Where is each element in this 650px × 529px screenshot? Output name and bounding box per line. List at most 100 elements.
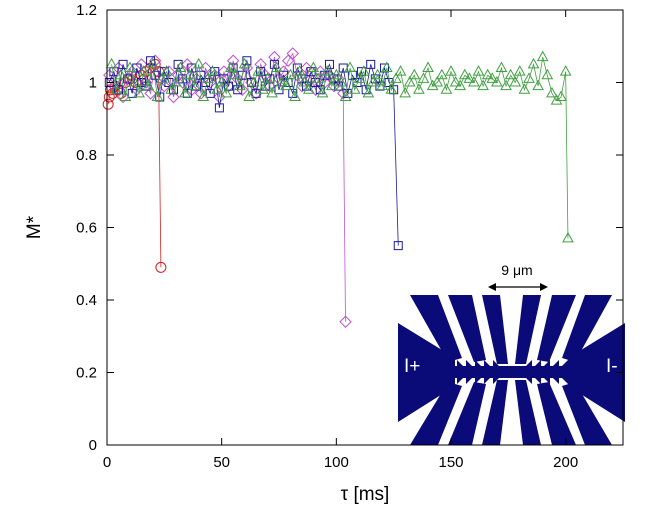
data-point-triangle — [124, 61, 136, 72]
data-point-diamond — [240, 61, 254, 75]
data-point-diamond — [126, 65, 139, 78]
device-tooth — [439, 360, 451, 384]
x-tick-label: 50 — [213, 454, 230, 471]
data-point-square — [292, 63, 302, 73]
device-tooth — [538, 360, 550, 384]
data-point-diamond — [213, 90, 226, 104]
data-point-triangle — [344, 61, 356, 72]
data-point-triangle — [284, 68, 297, 80]
data-point-triangle — [385, 83, 398, 94]
data-point-triangle — [137, 65, 150, 76]
data-point-triangle — [408, 68, 421, 80]
scale-arrow-head-right — [540, 283, 548, 291]
device-tooth — [484, 360, 496, 384]
device-tooth — [448, 360, 460, 384]
data-point-triangle — [169, 75, 182, 87]
data-point-diamond — [268, 50, 281, 64]
data-point-triangle — [316, 86, 329, 98]
data-point-triangle — [156, 72, 168, 83]
data-point-triangle — [174, 61, 187, 72]
data-point-diamond — [337, 87, 350, 100]
data-point-triangle — [495, 61, 508, 72]
data-point-triangle — [238, 57, 251, 69]
data-point-triangle — [513, 65, 526, 76]
data-point-triangle — [504, 68, 517, 80]
data-point-triangle — [266, 86, 278, 98]
data-point-triangle — [312, 72, 324, 83]
data-point-triangle — [358, 65, 370, 76]
data-point-square — [146, 56, 156, 66]
data-point-triangle — [147, 57, 159, 69]
data-point-square — [269, 59, 279, 69]
data-point-diamond — [116, 90, 130, 104]
data-point-triangle — [252, 65, 265, 76]
device-electrode — [482, 295, 508, 364]
data-point-triangle — [431, 75, 444, 87]
data-point-diamond — [291, 69, 304, 82]
data-point-triangle — [555, 90, 567, 101]
data-point-diamond — [148, 54, 162, 67]
data-point-triangle — [119, 90, 132, 101]
data-point-triangle — [468, 75, 480, 87]
data-point-triangle — [257, 83, 269, 94]
data-point-diamond — [300, 61, 313, 75]
device-electrode — [482, 380, 508, 445]
y-tick-label: 0.6 — [76, 220, 97, 237]
data-series-group — [102, 47, 574, 328]
device-electrode — [448, 382, 486, 445]
device-electrode — [537, 382, 576, 445]
device-electrode — [562, 382, 612, 445]
data-point-triangle — [445, 65, 457, 76]
device-tooth — [565, 360, 577, 384]
data-point-circle — [103, 91, 115, 103]
data-point-triangle — [413, 83, 425, 94]
data-point-triangle — [371, 68, 384, 80]
data-point-triangle — [188, 79, 200, 91]
data-point-triangle — [206, 65, 219, 76]
data-point-triangle — [422, 61, 434, 72]
data-point-diamond — [318, 76, 332, 89]
data-point-triangle — [536, 50, 549, 62]
device-tooth — [547, 360, 559, 384]
data-point-triangle — [133, 86, 145, 98]
data-point-triangle — [509, 75, 522, 87]
data-point-square — [118, 59, 128, 69]
device-tooth — [493, 360, 505, 384]
data-point-diamond — [286, 47, 299, 60]
data-point-triangle — [348, 83, 361, 94]
data-point-triangle — [183, 68, 196, 80]
device-electrode — [562, 295, 612, 362]
device-electrode — [410, 295, 462, 362]
data-point-triangle — [362, 86, 375, 98]
x-axis-label: τ [ms] — [341, 484, 390, 505]
device-tooth — [430, 360, 442, 384]
data-point-square — [288, 88, 298, 98]
data-point-triangle — [491, 75, 503, 87]
data-point-triangle — [550, 94, 563, 105]
device-electrode — [537, 295, 576, 362]
data-point-circle — [102, 98, 114, 110]
data-point-diamond — [181, 58, 194, 71]
y-tick-label: 0.4 — [76, 292, 97, 309]
data-point-diamond — [277, 65, 290, 78]
device-tooth — [520, 360, 532, 384]
device-tooth — [529, 360, 541, 384]
y-tick-label: 1.2 — [76, 2, 97, 19]
data-point-triangle — [390, 72, 402, 83]
inset-label-i-plus: I+ — [404, 356, 420, 377]
data-point-triangle — [243, 90, 256, 101]
data-point-triangle — [394, 65, 407, 76]
device-tooth — [457, 360, 469, 384]
data-point-triangle — [518, 83, 531, 94]
data-point-triangle — [330, 68, 343, 80]
device-tooth — [466, 360, 478, 384]
data-point-triangle — [486, 72, 499, 83]
data-point-diamond — [339, 315, 352, 328]
x-tick-label: 200 — [553, 454, 578, 471]
data-point-triangle — [481, 68, 494, 80]
x-tick-label: 100 — [324, 454, 349, 471]
data-point-triangle — [293, 65, 306, 76]
data-point-triangle — [435, 68, 448, 80]
data-point-diamond — [167, 90, 180, 104]
